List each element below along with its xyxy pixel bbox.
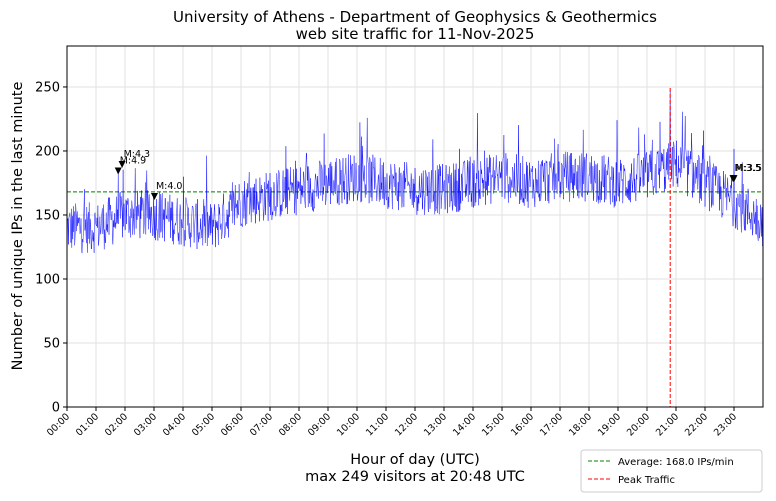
grid-lines xyxy=(66,46,763,408)
legend-peak-label: Peak Traffic xyxy=(618,475,675,486)
y-tick-label: 150 xyxy=(35,208,60,223)
earthquake-marker-label: M:3.5 xyxy=(736,163,763,174)
y-axis-label: Number of unique IPs in the last minute xyxy=(10,82,26,371)
legend-box xyxy=(580,449,763,493)
series-group xyxy=(66,88,764,280)
legend-average-label: Average: 168.0 IPs/min xyxy=(618,457,734,468)
legend: Average: 168.0 IPs/min Peak Traffic xyxy=(580,449,763,493)
earthquake-marker-label: M:3.5 xyxy=(735,163,762,174)
y-axis-ticks: 0 50 100 150 200 250 xyxy=(35,80,67,416)
y-tick-label: 200 xyxy=(35,144,60,159)
chart-subtitle: web site traffic for 11-Nov-2025 xyxy=(296,25,535,43)
earthquake-markers: M:4.9M:4.3M:4.0M:3.5M:3.5 xyxy=(114,149,763,201)
earthquake-marker-label: M:4.3 xyxy=(124,149,151,160)
earthquake-marker xyxy=(118,161,126,169)
earthquake-marker-label: M:4.0 xyxy=(156,181,183,192)
earthquake-marker xyxy=(150,193,158,201)
chart-title: University of Athens - Department of Geo… xyxy=(173,8,657,26)
earthquake-marker xyxy=(730,175,738,183)
y-tick-label: 50 xyxy=(43,336,60,351)
y-tick-label: 100 xyxy=(35,272,60,287)
earthquake-marker-label: M:4.9 xyxy=(120,155,147,166)
traffic-series-line xyxy=(66,88,764,280)
x-axis-label: Hour of day (UTC) xyxy=(350,452,479,468)
x-axis-sublabel: max 249 visitors at 20:48 UTC xyxy=(305,469,525,485)
y-tick-label: 250 xyxy=(35,80,60,95)
y-tick-label: 0 xyxy=(52,401,60,416)
earthquake-marker xyxy=(114,167,122,175)
